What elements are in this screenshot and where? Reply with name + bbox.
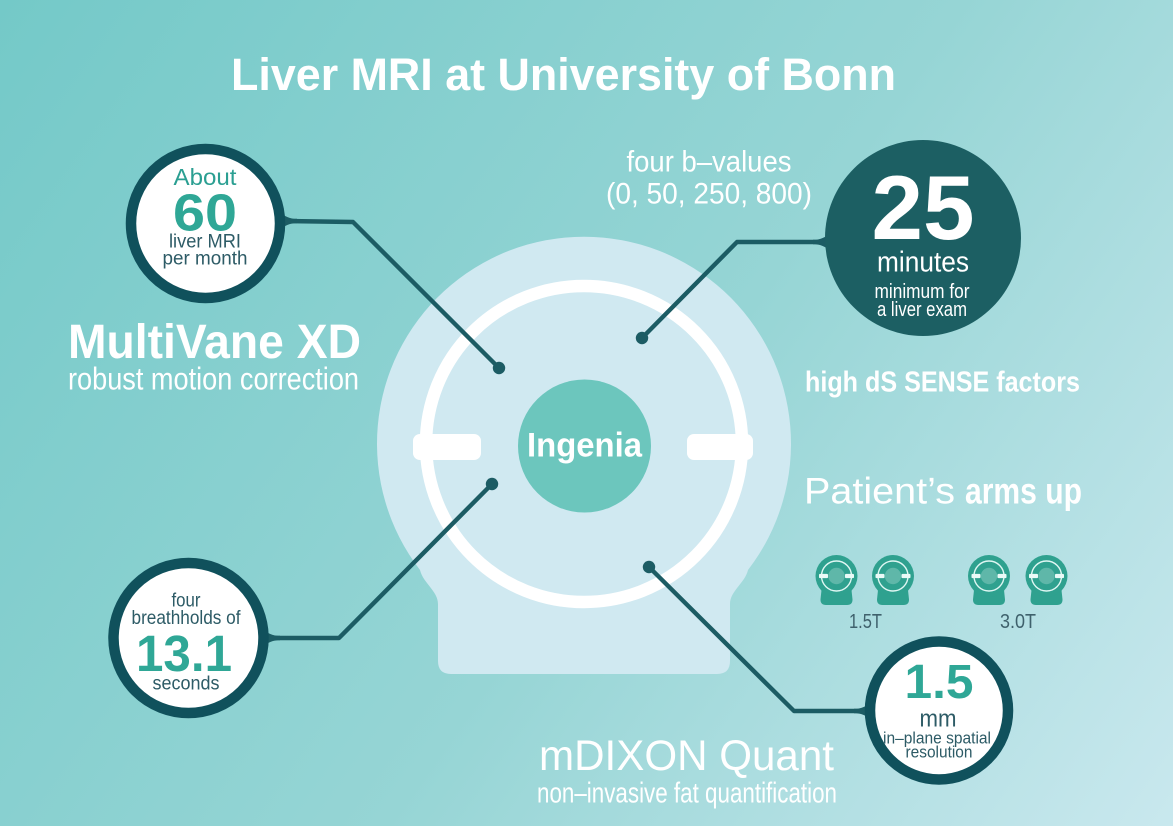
svg-text:in–plane spatial: in–plane spatial: [883, 730, 991, 748]
svg-text:robust motion correction: robust motion correction: [68, 361, 359, 397]
svg-text:breathholds of: breathholds of: [132, 607, 242, 629]
svg-text:60: 60: [173, 185, 237, 243]
svg-text:seconds: seconds: [153, 673, 220, 695]
svg-text:mm: mm: [920, 706, 957, 733]
svg-text:Liver MRI at University of Bon: Liver MRI at University of Bonn: [231, 49, 896, 100]
svg-text:arms up: arms up: [965, 471, 1082, 512]
svg-text:Patient’s: Patient’s: [804, 471, 955, 512]
svg-text:minimum for: minimum for: [875, 281, 970, 303]
svg-text:13.1: 13.1: [136, 625, 232, 682]
svg-text:Ingenia: Ingenia: [527, 427, 643, 465]
svg-text:liver MRI: liver MRI: [169, 231, 241, 253]
svg-text:high dS SENSE factors: high dS SENSE factors: [805, 367, 1080, 399]
svg-text:3.0T: 3.0T: [1000, 611, 1036, 633]
svg-text:minutes: minutes: [877, 247, 969, 279]
svg-text:four b–values: four b–values: [627, 146, 792, 179]
svg-text:1.5T: 1.5T: [849, 611, 882, 633]
svg-text:resolution: resolution: [906, 744, 973, 762]
svg-text:mDIXON Quant: mDIXON Quant: [539, 733, 834, 780]
svg-text:1.5: 1.5: [905, 656, 974, 709]
svg-text:a liver exam: a liver exam: [877, 299, 967, 321]
svg-text:About: About: [174, 164, 237, 190]
svg-text:25: 25: [872, 158, 975, 259]
svg-text:MultiVane XD: MultiVane XD: [68, 316, 361, 369]
svg-text:(0, 50, 250, 800): (0, 50, 250, 800): [606, 178, 812, 211]
svg-text:non–invasive fat quantificatio: non–invasive fat quantification: [537, 778, 837, 810]
svg-text:four: four: [172, 590, 201, 612]
svg-text:per month: per month: [163, 248, 248, 270]
